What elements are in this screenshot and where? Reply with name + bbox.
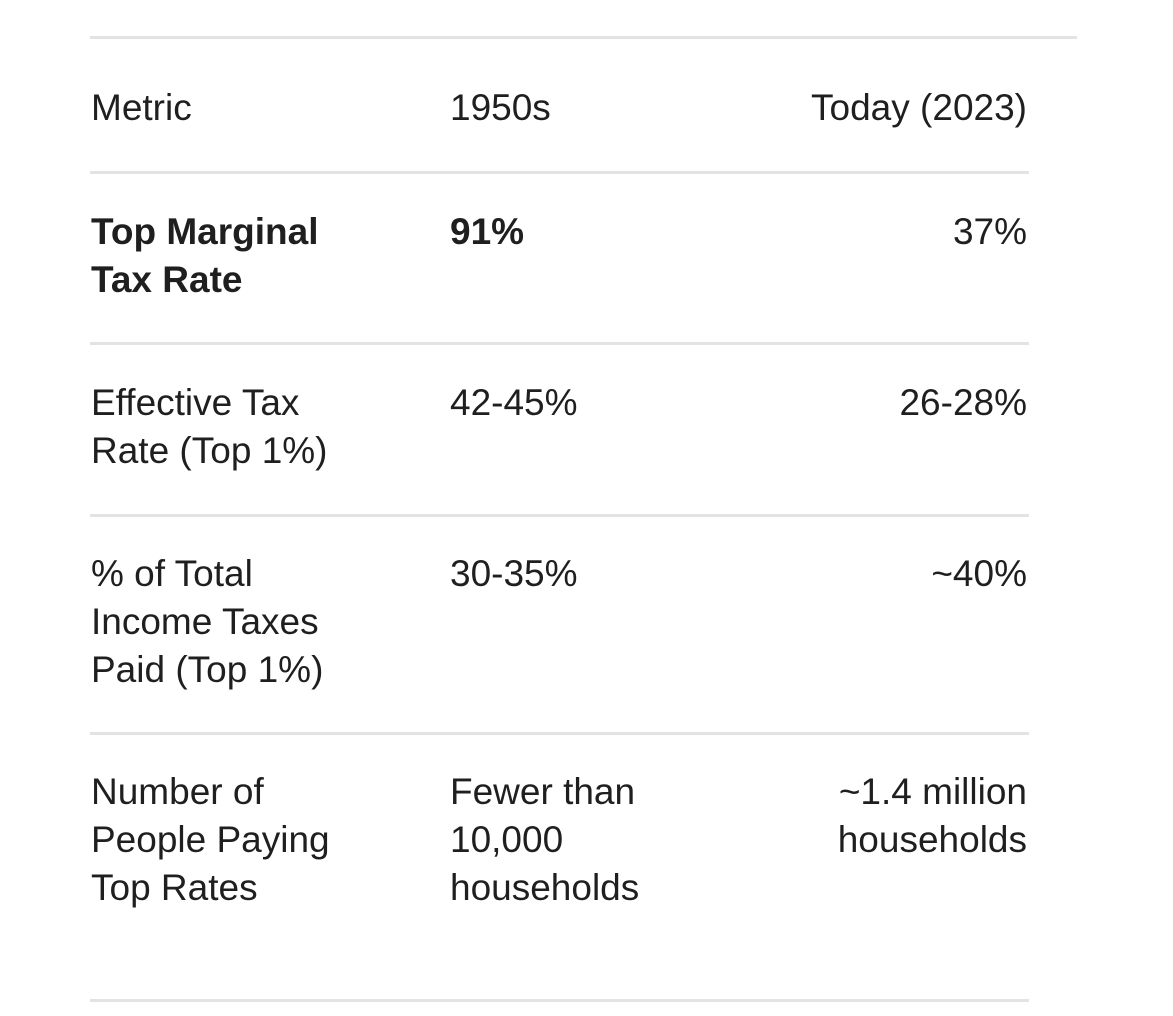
table-cell: 91% xyxy=(450,211,525,252)
divider xyxy=(90,514,1029,517)
table-cell: 30-35% xyxy=(450,553,578,594)
table-cell: Fewer than 10,000 households xyxy=(450,771,640,908)
table-cell: ~40% xyxy=(931,553,1027,594)
divider xyxy=(90,36,1077,39)
row-label: Top Marginal Tax Rate xyxy=(91,211,319,300)
row-label: Effective Tax Rate (Top 1%) xyxy=(91,382,328,471)
divider xyxy=(90,171,1029,174)
divider xyxy=(90,732,1029,735)
divider xyxy=(90,999,1029,1002)
column-header: 1950s xyxy=(450,87,551,128)
column-header: Metric xyxy=(91,87,192,128)
table-cell: ~1.4 million households xyxy=(837,771,1027,860)
table-cell: 26-28% xyxy=(899,382,1027,423)
column-header: Today (2023) xyxy=(811,87,1027,128)
table-cell: 42-45% xyxy=(450,382,578,423)
table-cell: 37% xyxy=(952,211,1027,252)
row-label: % of Total Income Taxes Paid (Top 1%) xyxy=(91,553,324,690)
divider xyxy=(90,342,1029,345)
row-label: Number of People Paying Top Rates xyxy=(91,771,330,908)
